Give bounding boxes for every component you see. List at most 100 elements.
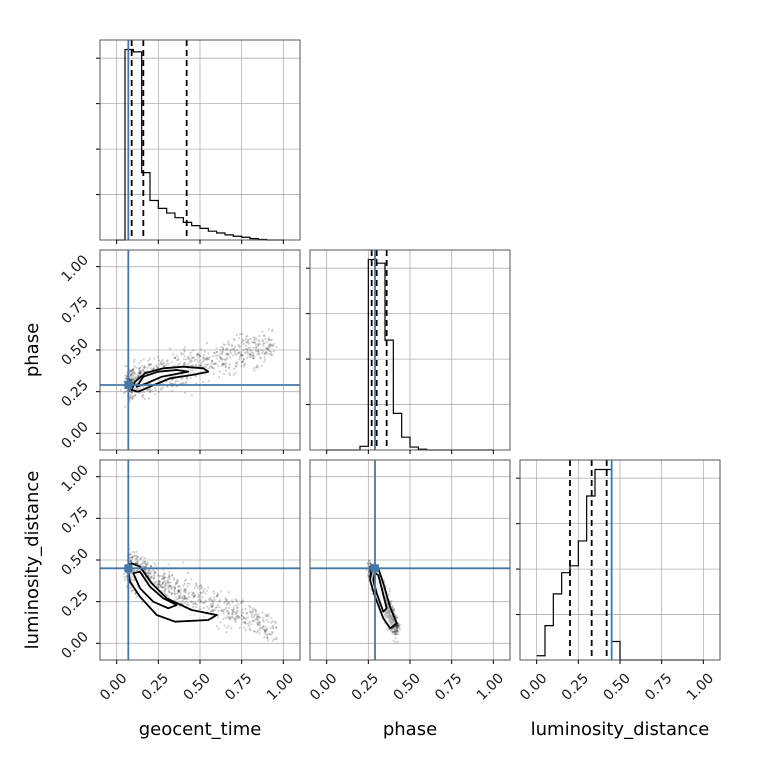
sample-point [131,377,134,380]
sample-point [263,636,266,639]
sample-point [191,593,194,597]
sample-point [240,614,243,617]
x-tick-label: 1.00 [264,670,297,703]
sample-point [388,587,391,591]
sample-point [131,555,134,558]
sample-point [243,621,246,624]
sample-point [250,615,253,619]
sample-point [170,389,173,392]
sample-point [227,625,230,628]
sample-point [132,395,135,398]
sample-point [198,585,201,588]
sample-point [161,575,164,578]
sample-point [234,364,238,367]
sample-point [140,394,144,397]
sample-point [183,362,186,365]
sample-point [258,334,261,338]
sample-point [155,364,158,367]
sample-point [261,340,264,343]
sample-point [270,633,273,636]
sample-point [158,359,161,362]
sample-point [129,379,132,382]
sample-point [258,628,261,631]
sample-point [184,596,187,600]
sample-point [125,571,128,575]
sample-point [203,350,206,353]
sample-point [148,569,151,572]
sample-point [230,608,233,612]
sample-point [266,352,269,355]
sample-point [389,629,392,632]
sample-point [199,600,203,603]
sample-point [258,616,262,619]
sample-point [224,597,227,600]
sample-point [160,363,163,366]
sample-point [132,375,135,378]
sample-point [275,638,278,641]
sample-point [215,351,218,354]
sample-point [177,589,180,593]
sample-point [169,592,173,595]
sample-point [192,593,195,596]
sample-point [168,573,171,577]
sample-point [124,578,127,582]
sample-point [223,343,227,346]
sample-point [203,365,206,368]
sample-point [260,349,263,352]
sample-point [243,351,246,354]
sample-point [136,373,139,376]
histogram-panel-phase [306,249,511,454]
sample-point [174,592,177,595]
sample-point [163,590,166,593]
sample-point [186,378,189,381]
sample-point [195,583,198,586]
truth-marker [124,381,133,389]
sample-point [237,343,240,346]
sample-point [129,373,133,376]
sample-point [273,638,276,641]
sample-point [271,328,274,331]
sample-point [133,554,136,557]
sample-point [134,561,137,564]
sample-point [191,356,194,359]
sample-point [392,639,395,642]
sample-point [182,363,185,366]
sample-point [396,626,399,629]
x-tick-label: 0.75 [222,670,255,703]
sample-point [189,358,192,361]
sample-point [131,397,134,400]
sample-point [129,394,132,397]
sample-point [242,339,245,342]
sample-point [249,337,252,341]
sample-point [192,591,195,595]
sample-point [129,369,132,372]
sample-point [275,626,278,629]
sample-point [130,379,133,382]
sample-point [144,561,147,564]
sample-point [210,609,213,613]
sample-point [149,363,152,366]
sample-point [129,560,132,564]
sample-point [233,608,236,611]
sample-point [225,603,228,606]
sample-point [134,557,137,560]
sample-point [145,563,149,566]
sample-point [248,604,251,608]
sample-point [131,369,134,372]
sample-point [213,362,216,365]
sample-point [175,581,178,584]
y-tick-label: 0.25 [58,377,91,410]
sample-point [227,353,230,357]
sample-point [267,336,270,339]
sample-point [152,576,155,579]
sample-point [124,365,127,368]
sample-point [153,572,156,575]
sample-point [246,349,249,352]
sample-point [202,606,205,610]
sample-point [395,632,398,636]
sample-point [165,587,168,590]
sample-point [267,639,270,642]
sample-point [213,367,216,370]
sample-point [216,595,219,598]
sample-point [265,351,268,354]
